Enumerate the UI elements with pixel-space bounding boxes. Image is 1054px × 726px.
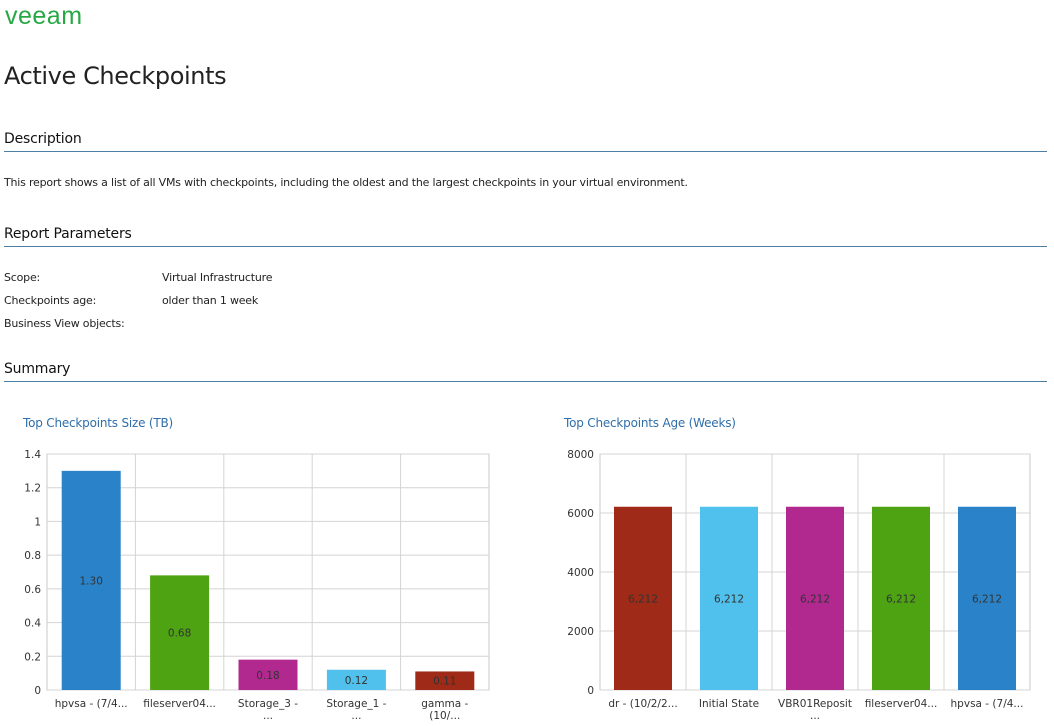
age-chart-data-label: 6,212 bbox=[972, 593, 1002, 605]
param-label-business-view: Business View objects: bbox=[4, 317, 125, 330]
chart-size: 0 0.2 0.4 0.6 0.8 1 1.2 1.4 1.30 hpvsa - (7/4... 0… bbox=[24, 449, 490, 722]
chart-title-size: Top Checkpoints Size (TB) bbox=[23, 416, 174, 430]
age-chart-ytick-label: 8000 bbox=[567, 449, 594, 461]
param-label-scope: Scope: bbox=[4, 271, 41, 284]
age-chart-category-label-line: hpvsa - (7/4... bbox=[951, 698, 1024, 710]
chart-age: 0 2000 4000 6000 8000 6,212 dr - (10/2/2... 6,2… bbox=[567, 449, 1031, 722]
section-heading-summary: Summary bbox=[4, 361, 1047, 382]
age-chart-category-label: dr - (10/2/2... bbox=[608, 698, 677, 710]
size-chart-category-label: hpvsa - (7/4... bbox=[55, 698, 128, 710]
size-chart-ytick-label: 1.4 bbox=[24, 449, 41, 461]
size-chart-category-label-line: ... bbox=[351, 710, 361, 722]
section-heading-report-parameters: Report Parameters bbox=[4, 226, 1047, 247]
age-chart-bar bbox=[958, 506, 1016, 690]
size-chart-ytick-label: 1.2 bbox=[24, 483, 41, 495]
age-chart-bar bbox=[614, 506, 672, 690]
age-chart-category-label-line: fileserver04... bbox=[865, 698, 938, 710]
size-chart-category-label-line: Storage_3 - bbox=[238, 698, 298, 710]
size-chart-data-label: 1.30 bbox=[80, 575, 103, 587]
age-chart-ytick-label: 6000 bbox=[567, 508, 594, 520]
size-chart-data-label: 0.68 bbox=[168, 628, 191, 640]
size-chart-category-label: Storage_3 -... bbox=[238, 698, 298, 722]
size-chart-category-label-line: gamma - bbox=[421, 698, 468, 710]
age-chart-bar bbox=[700, 506, 758, 690]
page-title: Active Checkpoints bbox=[4, 62, 227, 90]
age-chart-data-label: 6,212 bbox=[714, 593, 744, 605]
size-chart-ytick-label: 0.6 bbox=[24, 584, 41, 596]
param-value-scope: Virtual Infrastructure bbox=[162, 271, 273, 284]
size-chart-bar bbox=[415, 671, 475, 690]
age-chart-category-label-line: VBR01Reposit bbox=[778, 698, 852, 710]
size-chart-category-label: gamma -(10/... bbox=[421, 698, 468, 722]
param-label-checkpoints-age: Checkpoints age: bbox=[4, 294, 97, 307]
size-chart-category-label-line: fileserver04... bbox=[143, 698, 216, 710]
param-value-checkpoints-age: older than 1 week bbox=[162, 294, 259, 307]
size-chart-data-label: 0.18 bbox=[256, 670, 279, 682]
description-text: This report shows a list of all VMs with… bbox=[4, 176, 688, 189]
size-chart-category-label-line: (10/... bbox=[429, 710, 460, 722]
veeam-logo: veeam bbox=[5, 2, 83, 30]
age-chart-ytick-label: 2000 bbox=[567, 626, 594, 638]
size-chart-category-label: Storage_1 -... bbox=[326, 698, 386, 722]
size-chart-bar bbox=[150, 575, 210, 690]
size-chart-category-label-line: hpvsa - (7/4... bbox=[55, 698, 128, 710]
age-chart-bar bbox=[786, 506, 844, 690]
size-chart-ytick-label: 1 bbox=[34, 516, 41, 528]
size-chart-category-label: fileserver04... bbox=[143, 698, 216, 710]
age-chart-category-label: Initial State bbox=[699, 698, 759, 710]
chart-title-age: Top Checkpoints Age (Weeks) bbox=[564, 416, 736, 430]
size-chart-data-label: 0.11 bbox=[433, 676, 456, 688]
age-chart-bar bbox=[872, 506, 930, 690]
size-chart-ytick-label: 0.4 bbox=[24, 618, 41, 630]
size-chart-ytick-label: 0 bbox=[34, 685, 41, 697]
age-chart-ytick-label: 4000 bbox=[567, 567, 594, 579]
size-chart-bar bbox=[326, 669, 386, 690]
size-chart-bar bbox=[238, 659, 298, 690]
size-chart-bar bbox=[61, 470, 121, 690]
age-chart-data-label: 6,212 bbox=[800, 593, 830, 605]
section-heading-description: Description bbox=[4, 131, 1047, 152]
age-chart-category-label: VBR01Reposit... bbox=[778, 698, 852, 722]
size-chart-ytick-label: 0.2 bbox=[24, 651, 41, 663]
size-chart-ytick-label: 0.8 bbox=[24, 550, 41, 562]
size-chart-category-label-line: ... bbox=[263, 710, 273, 722]
age-chart-ytick-label: 0 bbox=[587, 685, 594, 697]
age-chart-data-label: 6,212 bbox=[886, 593, 916, 605]
age-chart-category-label-line: dr - (10/2/2... bbox=[608, 698, 677, 710]
size-chart-data-label: 0.12 bbox=[345, 675, 368, 687]
size-chart-category-label-line: Storage_1 - bbox=[326, 698, 386, 710]
age-chart-category-label-line: Initial State bbox=[699, 698, 759, 710]
age-chart-data-label: 6,212 bbox=[628, 593, 658, 605]
age-chart-category-label-line: ... bbox=[810, 710, 820, 722]
age-chart-category-label: fileserver04... bbox=[865, 698, 938, 710]
age-chart-category-label: hpvsa - (7/4... bbox=[951, 698, 1024, 710]
